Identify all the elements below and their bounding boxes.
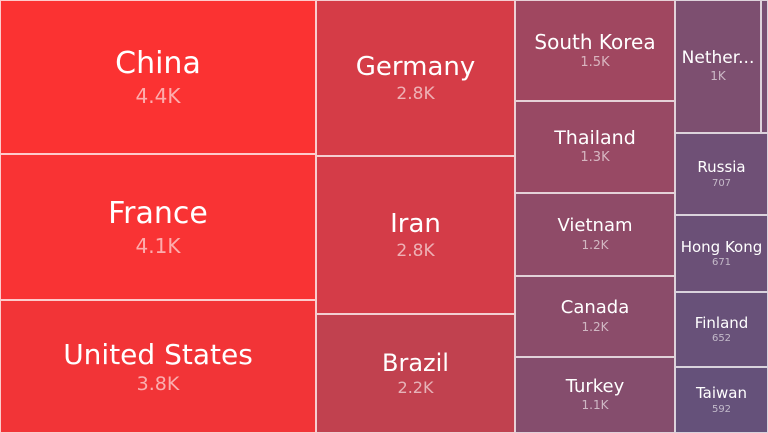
cell-label: Germany xyxy=(355,51,476,82)
cell-label: France xyxy=(108,196,208,232)
cell-value: 652 xyxy=(711,333,732,345)
cell-label: Turkey xyxy=(565,375,625,397)
treemap-cell-turkey[interactable]: Turkey 1.1K xyxy=(515,357,675,433)
treemap-cell-vietnam[interactable]: Vietnam 1.2K xyxy=(515,193,675,276)
treemap-cell-france[interactable]: France 4.1K xyxy=(0,154,316,300)
treemap-cell-russia[interactable]: Russia 707 xyxy=(675,133,768,215)
cell-value: 2.8K xyxy=(396,241,435,262)
cell-value: 1K xyxy=(710,69,726,84)
cell-value: 707 xyxy=(711,177,732,189)
cell-label: United States xyxy=(63,337,253,371)
treemap-cell-hong-kong[interactable]: Hong Kong 671 xyxy=(675,215,768,292)
cell-label: South Korea xyxy=(534,29,656,54)
cell-label: Iran xyxy=(390,208,441,239)
cell-value: 1.2K xyxy=(581,237,609,252)
cell-value: 1.2K xyxy=(581,319,609,334)
cell-label: Taiwan xyxy=(695,384,747,403)
cell-value: 2.8K xyxy=(396,84,435,105)
cell-label: Brazil xyxy=(382,349,449,378)
treemap-cell-south-korea[interactable]: South Korea 1.5K xyxy=(515,0,675,101)
treemap-cell-nether[interactable]: Nether... 1K xyxy=(675,0,761,133)
cell-label: Russia xyxy=(697,158,746,177)
cell-value: 1.5K xyxy=(580,54,610,70)
cell-value: 3.8K xyxy=(136,372,180,395)
treemap-cell-iran[interactable]: Iran 2.8K xyxy=(316,156,515,314)
treemap-cell-united-states[interactable]: United States 3.8K xyxy=(0,300,316,433)
cell-value: 671 xyxy=(711,257,732,269)
cell-value: 4.1K xyxy=(135,233,181,258)
cell-label: China xyxy=(115,46,201,82)
treemap-cell-germany[interactable]: Germany 2.8K xyxy=(316,0,515,156)
cell-label: Finland xyxy=(694,313,749,332)
cell-label: Nether... xyxy=(681,48,755,69)
cell-label: Hong Kong xyxy=(680,237,763,256)
cell-value: 1.1K xyxy=(581,398,609,413)
treemap-cell-china[interactable]: China 4.4K xyxy=(0,0,316,154)
treemap-cell-unlabeled[interactable] xyxy=(761,0,768,133)
cell-value: 2.2K xyxy=(397,378,434,398)
treemap-cell-brazil[interactable]: Brazil 2.2K xyxy=(316,314,515,433)
cell-value: 4.4K xyxy=(135,83,181,108)
cell-label: Canada xyxy=(560,297,630,319)
treemap-cell-canada[interactable]: Canada 1.2K xyxy=(515,276,675,357)
cell-label: Thailand xyxy=(554,126,636,149)
cell-value: 592 xyxy=(711,403,732,415)
treemap-cell-finland[interactable]: Finland 652 xyxy=(675,292,768,367)
cell-label: Vietnam xyxy=(557,215,633,237)
cell-value: 1.3K xyxy=(580,150,610,166)
treemap-cell-taiwan[interactable]: Taiwan 592 xyxy=(675,367,768,433)
treemap-cell-thailand[interactable]: Thailand 1.3K xyxy=(515,101,675,193)
